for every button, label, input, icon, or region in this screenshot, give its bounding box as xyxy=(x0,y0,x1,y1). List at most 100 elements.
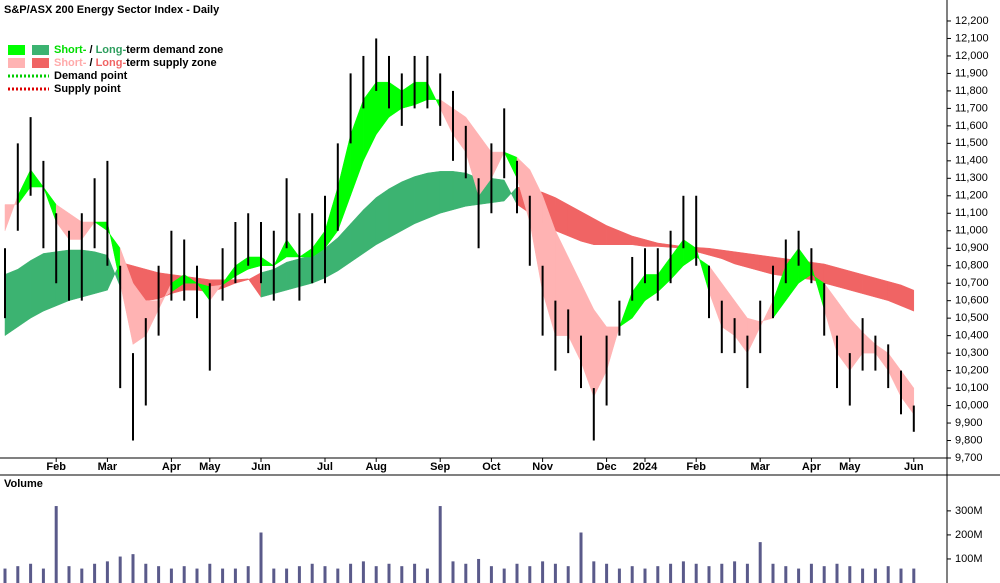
long-zone-segment xyxy=(94,251,108,295)
y-tick-label: 200M xyxy=(955,529,983,541)
legend-label-part: / xyxy=(86,57,95,69)
volume-bar xyxy=(515,563,519,583)
y-tick-label: 9,700 xyxy=(955,452,983,464)
x-tick-label: Nov xyxy=(532,461,554,473)
legend-label-part: Long- xyxy=(96,57,127,69)
volume-bar xyxy=(285,568,289,583)
volume-bar xyxy=(169,568,173,583)
legend-label-part: Long- xyxy=(96,44,127,56)
long-zone-segment xyxy=(849,270,863,295)
volume-bar xyxy=(208,563,212,583)
y-tick-label: 11,200 xyxy=(955,190,988,202)
panel-title: Volume xyxy=(4,478,43,490)
volume-bar xyxy=(873,568,877,583)
long-zone-segment xyxy=(55,249,70,307)
volume-bar xyxy=(784,566,788,583)
long-zone-segment xyxy=(145,268,159,301)
x-tick-label: Jun xyxy=(251,461,271,473)
x-tick-label: Mar xyxy=(98,461,118,473)
y-tick-label: 10,300 xyxy=(955,347,989,359)
volume-bar xyxy=(605,563,609,583)
volume-bar xyxy=(16,566,20,583)
volume-bar xyxy=(272,568,276,583)
volume-bar xyxy=(144,563,148,583)
chart-title: S&P/ASX 200 Energy Sector Index - Daily xyxy=(4,4,220,16)
volume-bar xyxy=(3,568,7,583)
volume-bar xyxy=(182,566,186,583)
volume-bar xyxy=(477,558,481,583)
volume-bar xyxy=(528,566,532,583)
x-tick-label: Apr xyxy=(162,461,182,473)
volume-bar xyxy=(733,561,737,583)
x-tick-label: May xyxy=(839,461,861,473)
volume-bar xyxy=(861,568,865,583)
long-zone-segment xyxy=(68,249,83,301)
volume-bar xyxy=(886,566,890,583)
legend-label: Short- / Long-term supply zone xyxy=(54,57,217,69)
legend-label-part: term demand zone xyxy=(126,44,223,56)
legend-swatch xyxy=(8,45,25,55)
long-zone-segment xyxy=(375,188,390,246)
volume-bar xyxy=(592,561,596,583)
volume-bar xyxy=(131,554,135,583)
y-tick-label: 9,800 xyxy=(955,434,983,446)
volume-bar xyxy=(451,561,455,583)
x-tick-label: Jun xyxy=(904,461,924,473)
long-zone-segment xyxy=(875,277,889,301)
volume-bar xyxy=(617,568,621,583)
volume-bar xyxy=(93,563,97,583)
volume-bar xyxy=(118,556,122,583)
y-tick-label: 300M xyxy=(955,505,983,517)
volume-bar xyxy=(669,563,673,583)
x-tick-label: Feb xyxy=(686,461,706,473)
volume-bar xyxy=(758,542,762,583)
y-tick-label: 10,000 xyxy=(955,399,989,411)
long-zone-segment xyxy=(452,171,467,211)
volume-bar xyxy=(912,568,916,583)
y-tick-label: 10,900 xyxy=(955,242,989,254)
legend-label-part: Supply point xyxy=(54,83,121,95)
volume-bar xyxy=(745,563,749,583)
long-zone-segment xyxy=(299,254,313,288)
long-zone-segment xyxy=(414,172,428,225)
y-tick-label: 10,800 xyxy=(955,260,989,272)
x-tick-label: Mar xyxy=(750,461,770,473)
legend-swatch xyxy=(32,45,49,55)
volume-bar xyxy=(809,563,813,583)
long-zone-segment xyxy=(17,259,31,328)
volume-bar xyxy=(246,566,250,583)
long-zone-segment xyxy=(439,171,454,214)
legend-label: Demand point xyxy=(54,70,128,82)
volume-bar xyxy=(349,563,353,583)
volume-bar xyxy=(361,561,365,583)
long-zone-segment xyxy=(286,258,300,291)
y-tick-label: 11,000 xyxy=(955,225,988,237)
legend-label-part: Short- xyxy=(54,57,87,69)
x-tick-label: Aug xyxy=(366,461,387,473)
y-tick-label: 11,600 xyxy=(955,120,988,132)
y-tick-label: 11,100 xyxy=(955,207,988,219)
long-zone-segment xyxy=(388,181,403,239)
long-zone-segment xyxy=(862,274,876,298)
x-tick-label: Sep xyxy=(430,461,450,473)
y-tick-label: 10,100 xyxy=(955,382,989,394)
volume-bar xyxy=(643,568,647,583)
volume-bar xyxy=(464,563,468,583)
volume-bar xyxy=(425,568,429,583)
legend-label-part: Short- xyxy=(54,44,87,56)
legend-label: Short- / Long-term demand zone xyxy=(54,44,223,56)
y-tick-label: 11,800 xyxy=(955,85,988,97)
volume-bar xyxy=(797,568,801,583)
y-tick-label: 11,300 xyxy=(955,172,988,184)
volume-bar xyxy=(579,532,583,583)
y-tick-label: 10,600 xyxy=(955,295,989,307)
volume-bar xyxy=(656,566,660,583)
long-zone-segment xyxy=(491,178,505,204)
volume-bar xyxy=(387,563,391,583)
y-tick-label: 11,500 xyxy=(955,137,988,149)
volume-bar xyxy=(297,566,301,583)
volume-bar xyxy=(630,566,634,583)
long-zone-segment xyxy=(81,249,95,298)
volume-bar xyxy=(438,506,442,583)
volume-bar xyxy=(105,561,109,583)
